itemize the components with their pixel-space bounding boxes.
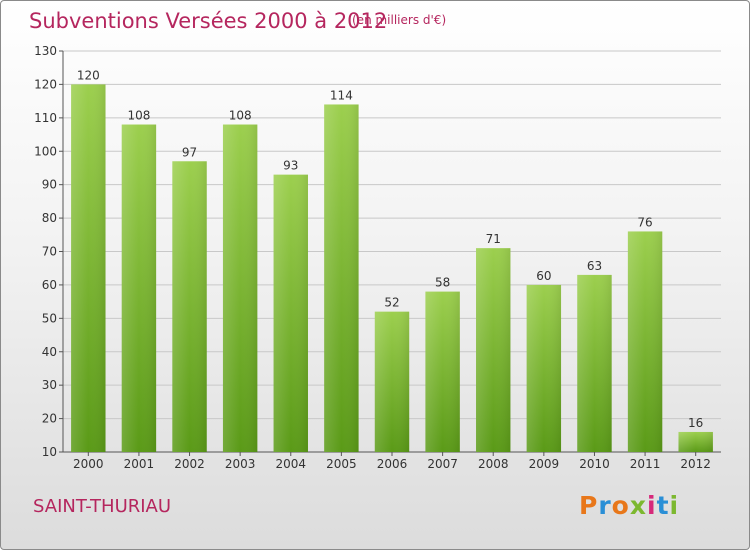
data-label: 120	[77, 68, 100, 82]
x-tick-label: 2000	[73, 457, 104, 471]
data-label: 108	[127, 109, 150, 123]
logo-letter: i	[647, 491, 657, 520]
chart-unit-note: (en milliers d'€)	[352, 13, 447, 27]
x-tick-label: 2003	[225, 457, 256, 471]
x-tick-label: 2004	[275, 457, 306, 471]
x-tick-label: 2012	[680, 457, 711, 471]
y-tick-label: 60	[42, 278, 57, 292]
x-tick-label: 2006	[377, 457, 408, 471]
y-tick-label: 110	[34, 111, 57, 125]
data-label: 16	[688, 416, 703, 430]
x-tick-label: 2011	[630, 457, 661, 471]
x-tick-label: 2002	[174, 457, 205, 471]
data-label: 97	[182, 145, 197, 159]
bar-shine	[121, 124, 157, 453]
x-tick-label: 2007	[427, 457, 458, 471]
logo-letter: i	[669, 491, 680, 520]
bar-shine	[425, 291, 460, 452]
proxiti-logo[interactable]: Proxiti	[579, 491, 679, 520]
data-label: 52	[384, 296, 399, 310]
y-tick-label: 120	[34, 77, 57, 91]
bar-shine	[374, 311, 410, 452]
logo-letter: r	[598, 491, 612, 520]
y-tick-label: 50	[42, 311, 57, 325]
data-label: 114	[330, 88, 353, 102]
bar-shine	[324, 104, 359, 452]
y-tick-label: 10	[42, 445, 57, 459]
logo-letter: o	[611, 491, 630, 520]
data-label: 58	[435, 276, 450, 290]
x-tick-label: 2009	[529, 457, 560, 471]
logo-letter: x	[629, 491, 647, 520]
x-tick-label: 2008	[478, 457, 509, 471]
bar-shine	[526, 284, 562, 452]
y-tick-label: 100	[34, 144, 57, 158]
bar-shine	[172, 161, 207, 452]
data-label: 93	[283, 159, 298, 173]
data-label: 71	[486, 232, 501, 246]
y-tick-label: 40	[42, 345, 57, 359]
data-label: 63	[587, 259, 602, 273]
bar-shine	[71, 84, 106, 453]
data-label: 76	[637, 215, 652, 229]
x-tick-label: 2001	[124, 457, 155, 471]
bar-shine	[678, 431, 713, 452]
y-tick-label: 130	[34, 44, 57, 58]
data-label: 60	[536, 269, 551, 283]
logo-letter: t	[656, 491, 670, 520]
data-label: 108	[229, 109, 252, 123]
logo-letter: P	[579, 491, 599, 520]
y-tick-label: 30	[42, 378, 57, 392]
y-tick-label: 20	[42, 412, 57, 426]
bar-shine	[222, 124, 258, 453]
bar-shine	[577, 274, 612, 452]
chart-title: Subventions Versées 2000 à 2012	[29, 9, 388, 33]
x-tick-label: 2010	[579, 457, 610, 471]
y-tick-label: 80	[42, 211, 57, 225]
y-tick-label: 70	[42, 245, 57, 259]
commune-name: SAINT-THURIAU	[33, 496, 172, 517]
x-tick-label: 2005	[326, 457, 357, 471]
bar-shine	[627, 231, 663, 452]
bar-shine	[273, 174, 308, 452]
y-tick-label: 90	[42, 178, 57, 192]
bar-shine	[476, 248, 511, 452]
